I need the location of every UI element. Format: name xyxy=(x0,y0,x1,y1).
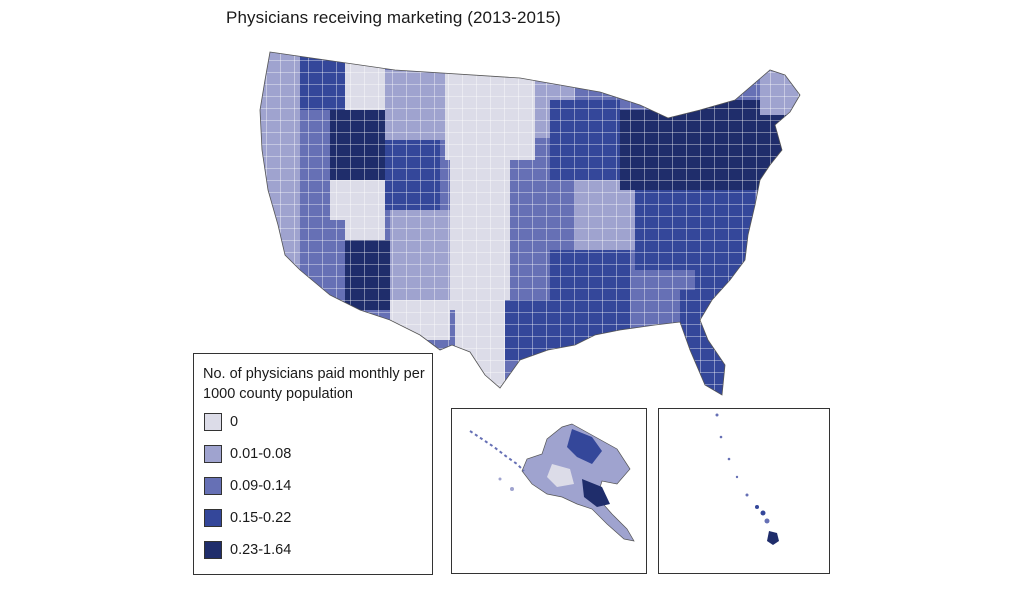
legend-item: 0 xyxy=(204,412,238,432)
legend-swatch xyxy=(204,541,222,559)
hawaii-island xyxy=(764,518,770,524)
legend-swatch xyxy=(204,445,222,463)
alaska-aleutians xyxy=(469,430,525,472)
legend-item: 0.01-0.08 xyxy=(204,444,291,464)
legend-item: 0.09-0.14 xyxy=(204,476,291,496)
hawaii-inset xyxy=(658,408,830,574)
alaska-region xyxy=(567,429,602,464)
county-grid xyxy=(260,52,800,395)
alaska-region xyxy=(547,464,574,487)
legend-swatch xyxy=(204,509,222,527)
alaska-inset xyxy=(451,408,647,574)
hawaii-island xyxy=(760,510,766,516)
legend-label: 0.09-0.14 xyxy=(230,478,292,494)
alaska-island xyxy=(498,477,502,481)
legend-swatch xyxy=(204,413,222,431)
legend-swatch xyxy=(204,477,222,495)
hawaii-big-island xyxy=(767,531,779,545)
map-title: Physicians receiving marketing (2013-201… xyxy=(226,8,561,27)
legend-label: 0.01-0.08 xyxy=(230,446,292,462)
hawaii-island xyxy=(735,475,739,479)
legend-item: 0.15-0.22 xyxy=(204,508,291,528)
hawaii-map xyxy=(715,413,779,545)
alaska-island xyxy=(510,487,514,491)
us-outline xyxy=(259,51,801,396)
legend-title: No. of physicians paid monthly per 1000 … xyxy=(203,366,425,402)
legend-label: 0 xyxy=(230,414,239,430)
hawaii-island xyxy=(745,493,749,497)
legend-label: 0.23-1.64 xyxy=(230,542,292,558)
hawaii-island xyxy=(755,505,759,509)
legend-item: 0.23-1.64 xyxy=(204,540,291,560)
hawaii-island xyxy=(727,457,731,461)
hawaii-island xyxy=(719,435,723,439)
alaska-map xyxy=(469,423,635,542)
contiguous-us xyxy=(260,52,800,395)
legend-label: 0.15-0.22 xyxy=(230,510,292,526)
hawaii-island xyxy=(715,413,719,417)
legend: No. of physicians paid monthly per 1000 … xyxy=(193,353,433,575)
alaska-region xyxy=(582,479,610,507)
alaska-shape xyxy=(521,423,635,542)
